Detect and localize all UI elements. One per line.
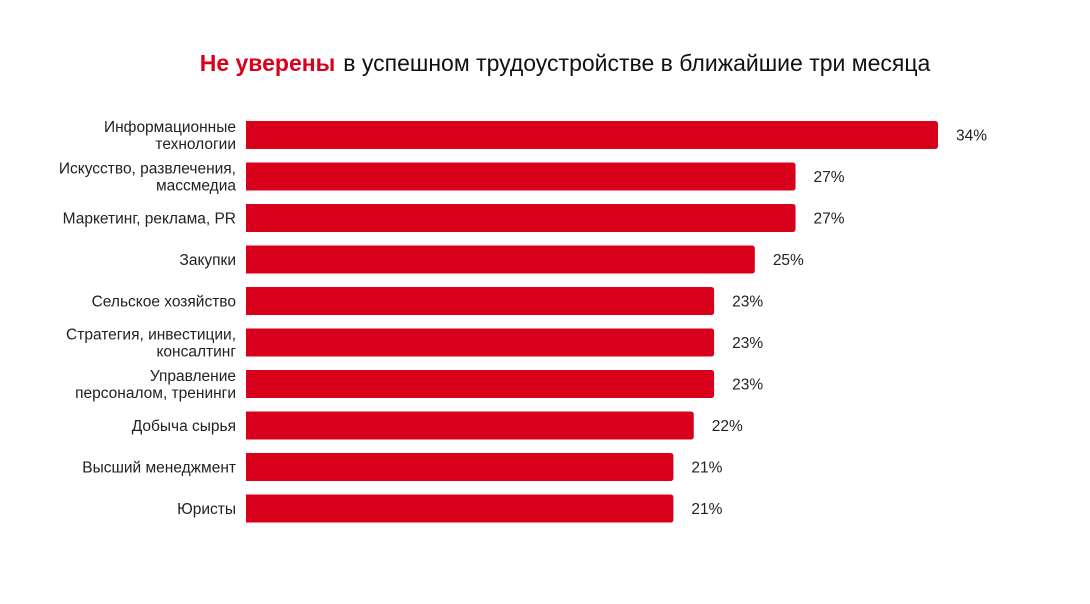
category-label: Стратегия, инвестиции, консалтинг (66, 327, 236, 361)
category-label: Маркетинг, реклама, PR (63, 211, 236, 228)
bar (246, 245, 755, 274)
category-label: Высший менеджмент (82, 460, 236, 477)
value-label: 21% (691, 460, 722, 477)
value-label: 34% (956, 128, 987, 145)
chart-title: Не уверены в успешном трудоустройстве в б… (0, 50, 1090, 77)
bar (246, 370, 715, 398)
value-label: 22% (712, 418, 743, 435)
title-highlight: Не уверены (199, 50, 336, 76)
value-label: 27% (814, 169, 845, 186)
bar (246, 411, 694, 440)
category-label: Информационные технологии (104, 119, 236, 153)
value-label: 23% (732, 294, 763, 311)
bar (246, 204, 796, 232)
category-label: Закупки (179, 252, 236, 269)
value-label: 23% (732, 335, 763, 352)
category-label: Управление персоналом, тренинги (75, 368, 236, 402)
category-label: Юристы (177, 501, 236, 518)
value-label: 25% (773, 252, 804, 269)
value-label: 27% (814, 211, 845, 228)
bar (246, 453, 674, 481)
title-rest: в успешном трудоустройстве в ближайшие т… (343, 50, 931, 76)
category-label: Добыча сырья (132, 418, 236, 435)
bar (246, 162, 796, 191)
category-label: Искусство, развлечения, массмедиа (59, 161, 237, 195)
value-label: 21% (691, 501, 722, 518)
bar (246, 121, 938, 149)
category-label: Сельское хозяйство (92, 294, 236, 311)
bar (246, 494, 674, 523)
value-label: 23% (732, 377, 763, 394)
bar (246, 287, 715, 315)
bar (246, 328, 715, 357)
